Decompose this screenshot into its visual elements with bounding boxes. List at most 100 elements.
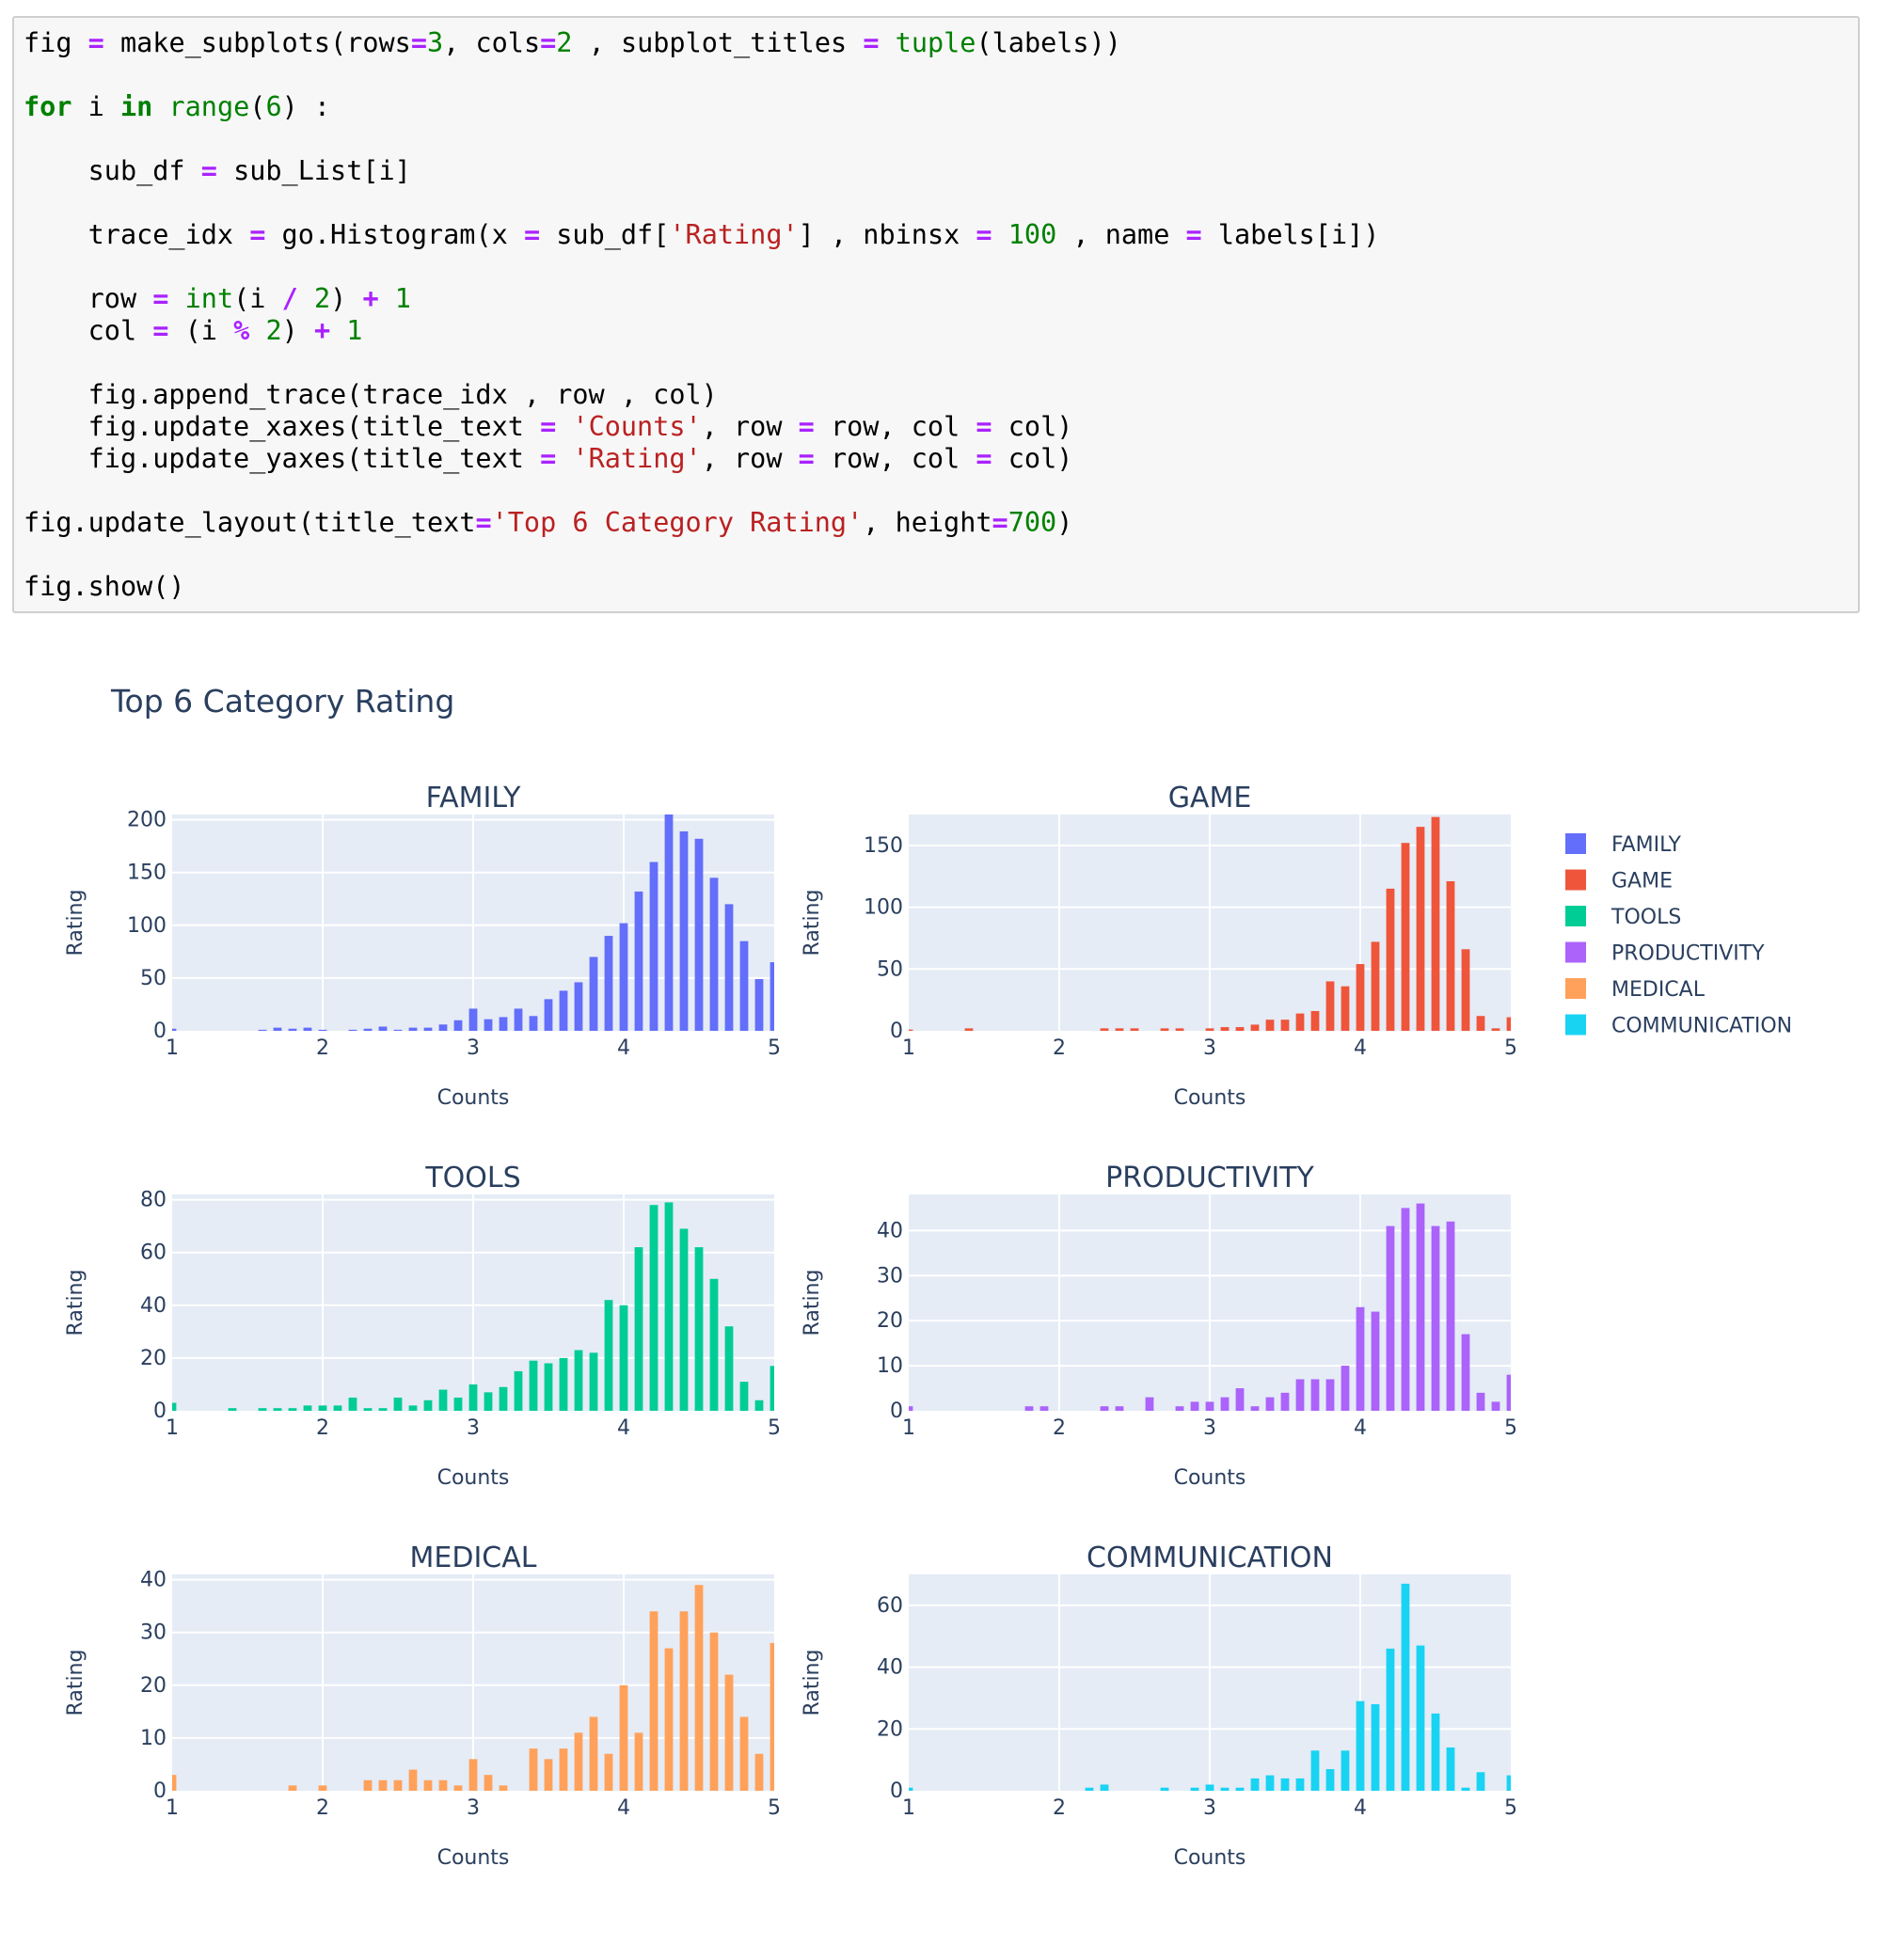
legend-item[interactable]: FAMILY [1565,833,1681,857]
legend-item[interactable]: PRODUCTIVITY [1565,941,1765,966]
histogram-bar [544,1759,553,1791]
y-tick-label: 0 [153,1779,167,1803]
x-axis-title: Counts [437,1466,510,1490]
legend-item[interactable]: COMMUNICATION [1565,1014,1792,1038]
histogram-bar [1461,1787,1470,1791]
y-tick-label: 10 [877,1354,903,1378]
subplot-title: MEDICAL [410,1542,537,1574]
histogram-bar [1265,1775,1275,1791]
histogram-bar [1250,1024,1260,1031]
y-tick-label: 60 [140,1241,167,1265]
x-tick-label: 5 [1504,1036,1517,1060]
histogram-bar [1190,1401,1199,1411]
histogram-bar [468,1759,478,1791]
histogram-bar [529,1748,538,1791]
histogram-bar [1310,1379,1320,1411]
x-tick-label: 2 [316,1036,329,1060]
code-token: i [71,91,120,122]
code-token: 100 [1008,219,1057,250]
x-tick-label: 5 [768,1796,781,1820]
legend-swatch [1565,978,1586,999]
code-token: % [233,315,250,346]
code-token: ) : [281,91,331,122]
histogram-bar [363,1779,373,1791]
figure-title: Top 6 Category Rating [110,683,454,719]
code-block[interactable]: fig = make_subplots(rows=3, cols=2 , sub… [14,27,1379,603]
code-token: sub_List[i] [216,155,411,186]
code-token: ) [1056,507,1073,538]
x-tick-label: 2 [316,1416,329,1440]
code-token: 'Top 6 Category Rating' [491,507,864,538]
legend-item[interactable]: MEDICAL [1565,978,1706,1002]
code-token [249,315,265,346]
code-line: fig.update_yaxes(title_text = 'Rating', … [24,443,1073,474]
histogram-bar [619,1684,628,1791]
histogram-bar [770,1642,774,1791]
histogram-bar [909,1787,913,1791]
code-token: = [1185,219,1202,250]
legend-item[interactable]: TOOLS [1565,906,1681,929]
legend-item[interactable]: GAME [1565,869,1673,893]
histogram-bar [559,1357,568,1411]
code-token: = [523,219,541,250]
histogram-bar [288,1785,297,1791]
y-tick-label: 20 [140,1347,167,1370]
histogram-bar [438,1389,448,1411]
code-token: , row [701,443,799,474]
histogram-bar [1100,1406,1109,1411]
code-token [298,283,314,314]
y-axis-title: Rating [64,1270,87,1336]
histogram-bar [1220,1027,1230,1031]
histogram-bar [1431,816,1440,1031]
histogram-bar [1295,1013,1305,1031]
histogram-bar [529,1016,538,1031]
histogram-bar [423,1027,433,1031]
subplot-productivity: 0 10 20 30 40 1 2 3 4 5 PRODUCTIVITY Counts Rating [801,1162,1517,1490]
histogram-bar [649,1611,658,1791]
histogram-bar [258,1408,267,1411]
x-tick-label: 5 [1504,1416,1517,1440]
histogram-bar [724,904,734,1031]
histogram-bar [1401,843,1410,1031]
code-token: = [798,443,815,474]
code-token [330,315,346,346]
histogram-bar [318,1785,327,1791]
histogram-bar [514,1370,523,1411]
histogram-bar [1235,1388,1245,1411]
x-tick-label: 1 [166,1036,179,1060]
histogram-bar [453,1020,463,1031]
histogram-bar [378,1779,388,1791]
x-tick-label: 2 [1053,1036,1066,1060]
code-token: for [24,91,72,122]
histogram-bar [172,1028,177,1031]
histogram-bar [1280,1392,1290,1411]
histogram-bar [709,1632,719,1791]
x-tick-label: 1 [166,1796,179,1820]
x-axis-title: Counts [1174,1846,1246,1870]
histogram-bar [1280,1020,1290,1031]
code-token [880,27,896,58]
histogram-bar [1205,1028,1214,1031]
histogram-bar [1220,1787,1230,1791]
histogram-bar [1476,1016,1485,1031]
x-tick-label: 4 [1354,1036,1367,1060]
legend-swatch [1565,941,1586,963]
code-token: ) [330,283,363,314]
code-token: 2 [313,283,331,314]
code-token: + [313,315,331,346]
code-token: = [863,27,880,58]
code-token: col) [992,443,1073,474]
y-axis-title: Rating [64,890,87,957]
histogram-bar [694,838,704,1031]
code-cell[interactable]: fig = make_subplots(rows=3, cols=2 , sub… [12,16,1860,613]
code-token: ( [249,91,266,122]
histogram-bar [1310,1750,1320,1791]
code-line: fig.show() [24,571,185,602]
subplot-title: FAMILY [426,782,521,814]
x-axis-title: Counts [1174,1086,1246,1110]
code-token: fig.update_layout(title_text [24,507,476,538]
code-token: 6 [265,91,282,122]
histogram-bar [559,990,568,1031]
code-token: ] , nbinsx [798,219,976,250]
